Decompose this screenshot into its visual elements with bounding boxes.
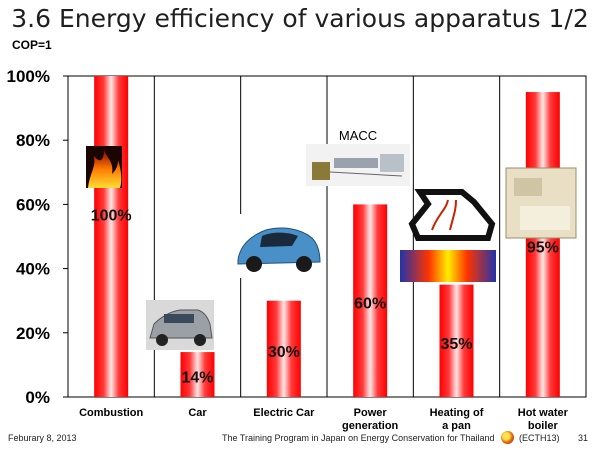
category-label: Electric Car: [253, 407, 315, 419]
bar: [94, 76, 129, 397]
category-label: Power generation: [342, 407, 399, 432]
footer-org: (ECTH13): [519, 433, 560, 443]
water-heater-photo-icon: [505, 167, 577, 239]
category-label: Combustion: [79, 407, 143, 419]
car-photo-icon: [146, 300, 214, 350]
bar-value-label: 100%: [91, 207, 132, 224]
organization-logo-icon: [501, 431, 514, 444]
bar-value-label: 35%: [440, 336, 472, 353]
category-label: Hot water boiler: [518, 407, 569, 432]
bar-value-label: 60%: [354, 296, 386, 313]
footer-program: The Training Program in Japan on Energy …: [222, 433, 495, 443]
y-tick-label: 80%: [16, 131, 50, 150]
y-tick-label: 40%: [16, 260, 50, 279]
bar: [439, 284, 474, 397]
electric-car-photo-icon: [232, 214, 324, 278]
cop-label: COP=1: [12, 38, 52, 52]
bar: [180, 352, 215, 397]
power-plant-diagram-icon: [306, 144, 410, 186]
fire-icon: [86, 146, 122, 188]
pan-heating-icon: [400, 189, 496, 282]
slide-title: 3.6 Energy efficiency of various apparat…: [11, 4, 589, 33]
bar-value-label: 30%: [268, 344, 300, 361]
bar-value-label: 14%: [181, 370, 213, 387]
y-tick-label: 0%: [25, 388, 50, 407]
footer-date: Feburary 8, 2013: [8, 433, 77, 443]
y-tick-label: 60%: [16, 195, 50, 214]
footer-page-number: 31: [578, 433, 589, 443]
bar: [266, 300, 301, 397]
bar: [353, 204, 388, 397]
bar-value-label: 95%: [527, 240, 559, 257]
category-label: Heating of a pan: [430, 407, 484, 432]
category-label: Car: [188, 407, 207, 419]
y-tick-label: 20%: [16, 324, 50, 343]
y-tick-label: 100%: [7, 67, 50, 86]
macc-annotation: MACC: [339, 128, 377, 143]
bar: [525, 92, 560, 398]
